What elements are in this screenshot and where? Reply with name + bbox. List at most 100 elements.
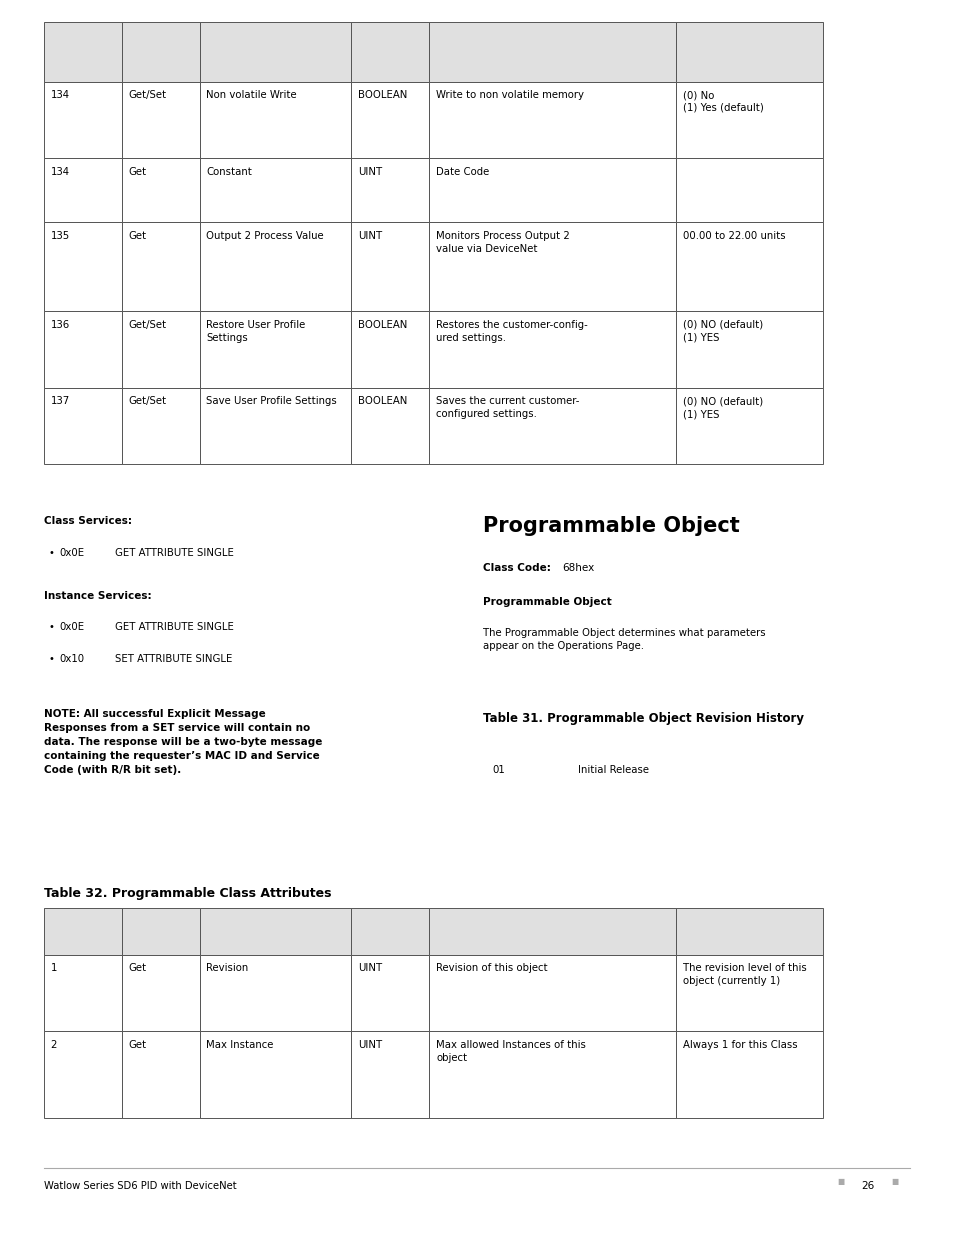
Text: Write to non volatile memory: Write to non volatile memory <box>436 90 583 100</box>
Text: Initial Release: Initial Release <box>578 766 648 776</box>
Text: UINT: UINT <box>357 167 382 177</box>
Text: Table 32. Programmable Class Attributes: Table 32. Programmable Class Attributes <box>44 887 331 900</box>
Bar <box>199 311 351 388</box>
Text: Get/Set: Get/Set <box>129 396 167 406</box>
Bar <box>429 908 676 955</box>
Text: Get: Get <box>129 1040 147 1050</box>
Text: 135: 135 <box>51 231 70 241</box>
Bar <box>351 222 429 311</box>
Text: •: • <box>49 653 54 663</box>
Text: Get: Get <box>129 231 147 241</box>
Text: Programmable Object: Programmable Object <box>482 597 611 606</box>
Text: Constant: Constant <box>206 167 253 177</box>
Text: NOTE: All successful Explicit Message
Responses from a SET service will contain : NOTE: All successful Explicit Message Re… <box>44 709 322 774</box>
Text: Watlow Series SD6 PID with DeviceNet: Watlow Series SD6 PID with DeviceNet <box>44 1181 236 1191</box>
Bar <box>676 388 822 464</box>
Bar <box>429 222 676 311</box>
Text: (0) NO (default)
(1) YES: (0) NO (default) (1) YES <box>682 320 762 342</box>
Text: Max Instance: Max Instance <box>206 1040 274 1050</box>
Bar <box>676 311 822 388</box>
Bar <box>44 222 122 311</box>
Bar <box>351 82 429 158</box>
Bar <box>676 22 822 82</box>
Text: •: • <box>49 622 54 632</box>
Text: Get: Get <box>129 167 147 177</box>
Text: 137: 137 <box>51 396 70 406</box>
Bar <box>429 311 676 388</box>
Text: 0x0E: 0x0E <box>59 622 84 632</box>
Bar <box>44 22 122 82</box>
Bar <box>676 1031 822 1118</box>
Text: Date Code: Date Code <box>436 167 489 177</box>
Text: Non volatile Write: Non volatile Write <box>206 90 296 100</box>
Bar <box>429 955 676 1031</box>
Bar <box>199 82 351 158</box>
Bar <box>429 82 676 158</box>
Bar <box>199 22 351 82</box>
Text: (0) NO (default)
(1) YES: (0) NO (default) (1) YES <box>682 396 762 419</box>
Text: Restore User Profile
Settings: Restore User Profile Settings <box>206 320 305 342</box>
Text: Instance Services:: Instance Services: <box>44 590 152 601</box>
Bar <box>199 1031 351 1118</box>
Text: 26: 26 <box>861 1181 874 1191</box>
Text: ■: ■ <box>890 1177 898 1186</box>
Text: Revision: Revision <box>206 963 249 973</box>
Bar <box>429 1031 676 1118</box>
Bar <box>351 908 429 955</box>
Text: GET ATTRIBUTE SINGLE: GET ATTRIBUTE SINGLE <box>115 547 234 557</box>
Bar <box>676 222 822 311</box>
Text: 134: 134 <box>51 90 70 100</box>
Bar <box>199 222 351 311</box>
Bar <box>199 908 351 955</box>
Bar <box>44 955 122 1031</box>
Bar <box>44 388 122 464</box>
Text: BOOLEAN: BOOLEAN <box>357 320 407 330</box>
Text: 01: 01 <box>492 766 504 776</box>
Text: The revision level of this
object (currently 1): The revision level of this object (curre… <box>682 963 806 986</box>
Bar <box>676 908 822 955</box>
Text: BOOLEAN: BOOLEAN <box>357 90 407 100</box>
Bar <box>351 158 429 222</box>
Bar <box>44 1031 122 1118</box>
Text: Revision of this object: Revision of this object <box>436 963 547 973</box>
Bar <box>122 955 199 1031</box>
Text: UINT: UINT <box>357 231 382 241</box>
Text: SET ATTRIBUTE SINGLE: SET ATTRIBUTE SINGLE <box>115 653 233 663</box>
Bar <box>44 908 122 955</box>
Bar <box>122 222 199 311</box>
Text: 2: 2 <box>51 1040 57 1050</box>
Bar <box>351 22 429 82</box>
Bar <box>122 908 199 955</box>
Text: Programmable Object: Programmable Object <box>482 516 739 536</box>
Text: Always 1 for this Class: Always 1 for this Class <box>682 1040 797 1050</box>
Text: (0) No
(1) Yes (default): (0) No (1) Yes (default) <box>682 90 763 112</box>
Bar <box>676 955 822 1031</box>
Bar <box>351 388 429 464</box>
Bar <box>199 388 351 464</box>
Bar <box>676 82 822 158</box>
Text: Get/Set: Get/Set <box>129 90 167 100</box>
Text: GET ATTRIBUTE SINGLE: GET ATTRIBUTE SINGLE <box>115 622 234 632</box>
Bar <box>351 1031 429 1118</box>
Text: 1: 1 <box>51 963 57 973</box>
Text: •: • <box>49 547 54 557</box>
Bar <box>44 82 122 158</box>
Bar <box>676 158 822 222</box>
Text: Class Code:: Class Code: <box>482 563 550 573</box>
Text: Monitors Process Output 2
value via DeviceNet: Monitors Process Output 2 value via Devi… <box>436 231 569 253</box>
Bar <box>351 311 429 388</box>
Text: 0x10: 0x10 <box>59 653 84 663</box>
Text: Saves the current customer-
configured settings.: Saves the current customer- configured s… <box>436 396 578 419</box>
Bar <box>122 388 199 464</box>
Text: Class Services:: Class Services: <box>44 516 132 526</box>
Text: Save User Profile Settings: Save User Profile Settings <box>206 396 336 406</box>
Bar <box>199 955 351 1031</box>
Text: Restores the customer-config-
ured settings.: Restores the customer-config- ured setti… <box>436 320 587 342</box>
Text: 0x0E: 0x0E <box>59 547 84 557</box>
Text: ■: ■ <box>837 1177 844 1186</box>
Text: Get: Get <box>129 963 147 973</box>
Bar <box>122 1031 199 1118</box>
Bar <box>44 311 122 388</box>
Bar <box>351 955 429 1031</box>
Text: Max allowed Instances of this
object: Max allowed Instances of this object <box>436 1040 585 1062</box>
